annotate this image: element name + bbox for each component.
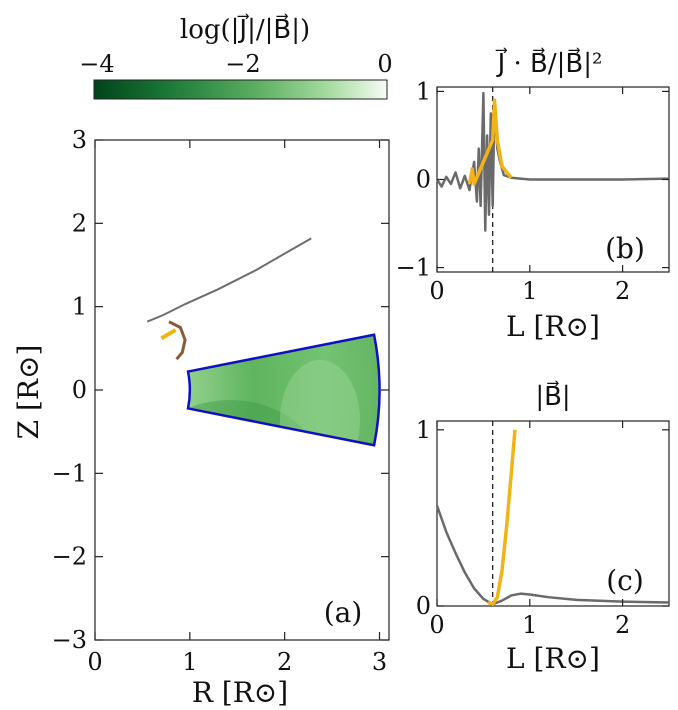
x-axis-label: L [R⊙] [506,642,600,675]
panel-b-content: 0 1 2−101 [396,77,670,305]
y-tick-label: 1 [416,416,431,444]
panel-a-ticks: 0 1 2 3 −3 −2 −1 0 1 2 3 [52,126,389,676]
series-line-0 [435,505,670,606]
x-tick-label: 0 [429,611,444,639]
panel-a: 0 1 2 3 −3 −2 −1 0 1 2 3 R [R⊙] Z [R⊙] (a) [12,126,390,709]
y-tick-label: −1 [396,254,431,282]
x-tick-label: 0 [87,648,102,676]
panel-b: J⃗ · B⃗/|B⃗|² 0 1 2−101 L [R⊙] (b) [396,47,670,343]
x-tick-label: 2 [277,648,292,676]
y-tick-label: 0 [416,592,431,620]
heatmap-field [188,334,380,446]
x-tick-label: 3 [372,648,387,676]
panel-label: (b) [605,232,645,265]
field-line [146,237,312,323]
x-axis-label: R [R⊙] [192,676,288,709]
panel-title: |B⃗| [535,380,570,412]
y-axis-label: Z [R⊙] [12,345,45,440]
panel-c: |B⃗| 0 1 2 0 1 L [R⊙] (c) [416,380,670,675]
colorbar: log(|J⃗|/|B⃗|) −4 −2 0 [79,13,393,100]
x-tick-label: 2 [615,611,630,639]
colorbar-gradient [93,79,388,100]
panel-label: (a) [324,596,363,629]
x-tick-label: 1 [522,611,537,639]
colorbar-tick-label: 0 [377,50,392,78]
panel-c-content: 0 1 2 0 1 [416,416,670,639]
series-line-0 [435,91,670,232]
y-tick-label: −2 [52,543,87,571]
y-tick-label: 2 [72,209,87,237]
field-line-highlight [160,328,177,341]
y-tick-label: 3 [72,126,87,154]
y-tick-label: −1 [52,459,87,487]
x-tick-label: 1 [522,277,537,305]
series-line-1 [487,429,517,606]
x-axis-label: L [R⊙] [506,310,600,343]
y-tick-label: 0 [72,376,87,404]
domain-boundary [186,333,381,447]
panel-label: (c) [606,564,644,597]
y-tick-label: 0 [416,166,431,194]
y-tick-label: 1 [72,293,87,321]
x-tick-label: 0 [429,277,444,305]
colorbar-tick-label: −4 [79,50,114,78]
colorbar-tick-label: −2 [225,50,260,78]
colorbar-title: log(|J⃗|/|B⃗|) [180,13,310,45]
panel-title: J⃗ · B⃗/|B⃗|² [495,47,603,79]
panel-c-frame [436,420,670,607]
y-tick-label: 1 [416,77,431,105]
series-line-1 [467,98,513,186]
x-tick-label: 2 [615,277,630,305]
field-loop [168,320,187,361]
y-tick-label: −3 [52,626,87,654]
x-tick-label: 1 [182,648,197,676]
